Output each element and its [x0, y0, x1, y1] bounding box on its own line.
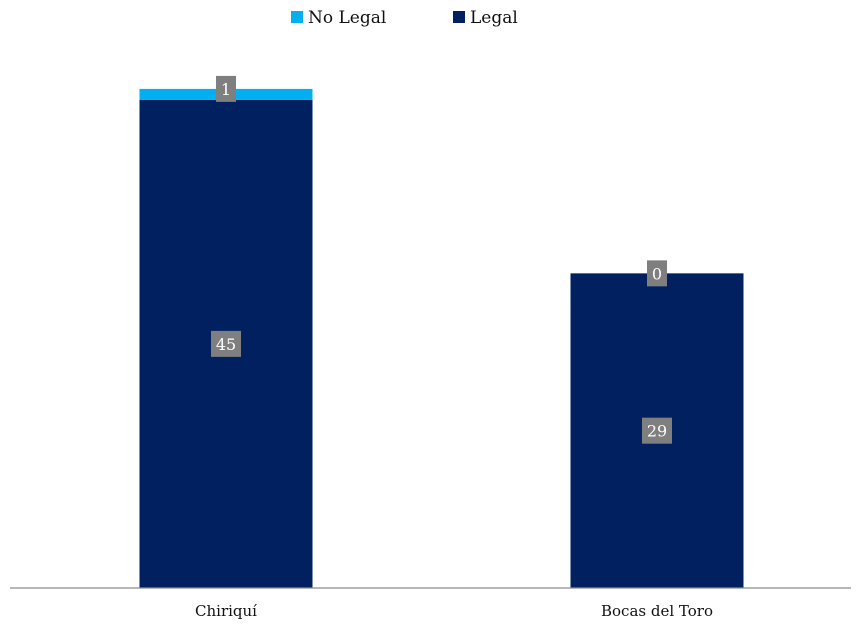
data-label-no-legal-bocas-del-toro-text: 0 — [652, 264, 662, 283]
legend-swatch-no-legal — [291, 11, 303, 23]
legend-label-no-legal: No Legal — [308, 8, 386, 28]
x-tick-label-bocas-del-toro: Bocas del Toro — [601, 602, 713, 620]
data-label-legal-bocas-del-toro-bg — [642, 417, 672, 444]
x-tick-labels: Chiriquí Bocas del Toro — [195, 602, 713, 620]
legend-swatch-legal — [453, 11, 465, 23]
data-label-no-legal-chiriqui: 1 — [216, 75, 236, 102]
bars — [139, 88, 744, 588]
legend-item-legal: Legal — [453, 8, 518, 28]
legend: No Legal Legal — [291, 8, 518, 28]
x-tick-label-chiriqui: Chiriquí — [195, 602, 257, 620]
legend-label-legal: Legal — [470, 8, 518, 28]
data-label-legal-bocas-del-toro-text: 29 — [647, 422, 667, 441]
data-label-legal-chiriqui-text: 45 — [216, 335, 236, 354]
data-label-no-legal-bocas-del-toro: 0 — [647, 260, 667, 287]
data-labels: 45 1 29 0 — [211, 75, 672, 444]
data-label-legal-chiriqui-bg — [211, 330, 241, 357]
data-label-no-legal-bocas-del-toro-bg — [647, 260, 667, 287]
data-label-legal-bocas-del-toro: 29 — [642, 417, 672, 444]
data-label-legal-chiriqui: 45 — [211, 330, 241, 357]
data-label-no-legal-chiriqui-text: 1 — [221, 80, 231, 99]
legend-item-no-legal: No Legal — [291, 8, 386, 28]
data-label-no-legal-chiriqui-bg — [216, 75, 236, 102]
